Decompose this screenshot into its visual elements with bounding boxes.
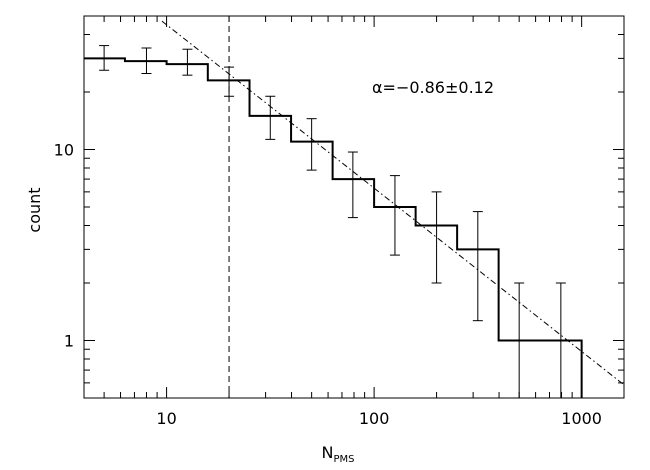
error-bar-10: [472, 211, 483, 322]
error-bar-6: [306, 118, 317, 171]
x-axis-label-subscript: PMS: [333, 454, 354, 465]
error-bar-3: [166, 48, 208, 76]
tick-labels: 10 100 1000 1 10: [54, 141, 602, 428]
x-axis-label: NPMS: [322, 443, 355, 465]
error-bar-4: [207, 66, 250, 97]
fit-annotation: α=−0.86±0.12: [372, 78, 494, 97]
y-tick-label-10: 10: [54, 141, 74, 160]
power-law-fit-line: [161, 20, 624, 386]
plot-area: [84, 16, 624, 398]
x-axis-label-main: N: [322, 443, 334, 462]
histogram-step-line: [84, 57, 583, 398]
y-axis-label: count: [25, 187, 44, 232]
error-bar-9: [431, 191, 442, 284]
axis-ticks: [83, 15, 624, 399]
error-bar-2: [124, 47, 167, 74]
error-bar-11: [514, 282, 525, 398]
error-bar-8: [389, 175, 400, 256]
error-bar-1: [84, 45, 125, 71]
x-tick-label-100: 100: [359, 409, 390, 428]
x-tick-label-1000: 1000: [561, 409, 602, 428]
error-bar-7: [347, 151, 358, 219]
x-tick-label-10: 10: [156, 409, 176, 428]
chart-marks: [84, 16, 624, 398]
error-bar-5: [265, 95, 276, 140]
y-tick-label-1: 1: [64, 332, 74, 351]
error-bar-12: [555, 282, 566, 398]
